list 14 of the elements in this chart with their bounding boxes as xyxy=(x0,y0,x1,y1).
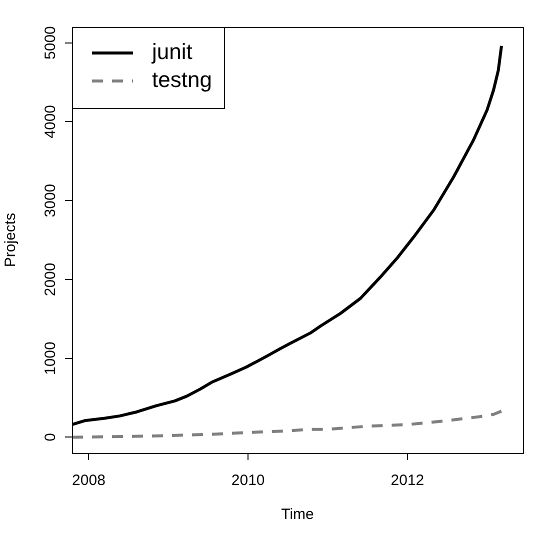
legend-label: testng xyxy=(152,67,212,92)
y-axis-title: Projects xyxy=(2,212,20,268)
x-tick-label: 2012 xyxy=(390,472,424,490)
y-tick-label: 0 xyxy=(42,433,60,442)
y-tick-label: 5000 xyxy=(42,26,60,60)
y-tick-label: 2000 xyxy=(42,262,60,296)
x-tick-label: 2008 xyxy=(72,472,106,490)
x-tick-label: 2010 xyxy=(231,472,265,490)
line-series xyxy=(72,410,503,439)
x-axis-title: Time xyxy=(281,506,314,524)
y-tick-label: 3000 xyxy=(42,184,60,218)
legend-label: junit xyxy=(151,39,192,64)
y-tick-label: 1000 xyxy=(42,342,60,376)
y-tick-label: 4000 xyxy=(42,104,60,138)
